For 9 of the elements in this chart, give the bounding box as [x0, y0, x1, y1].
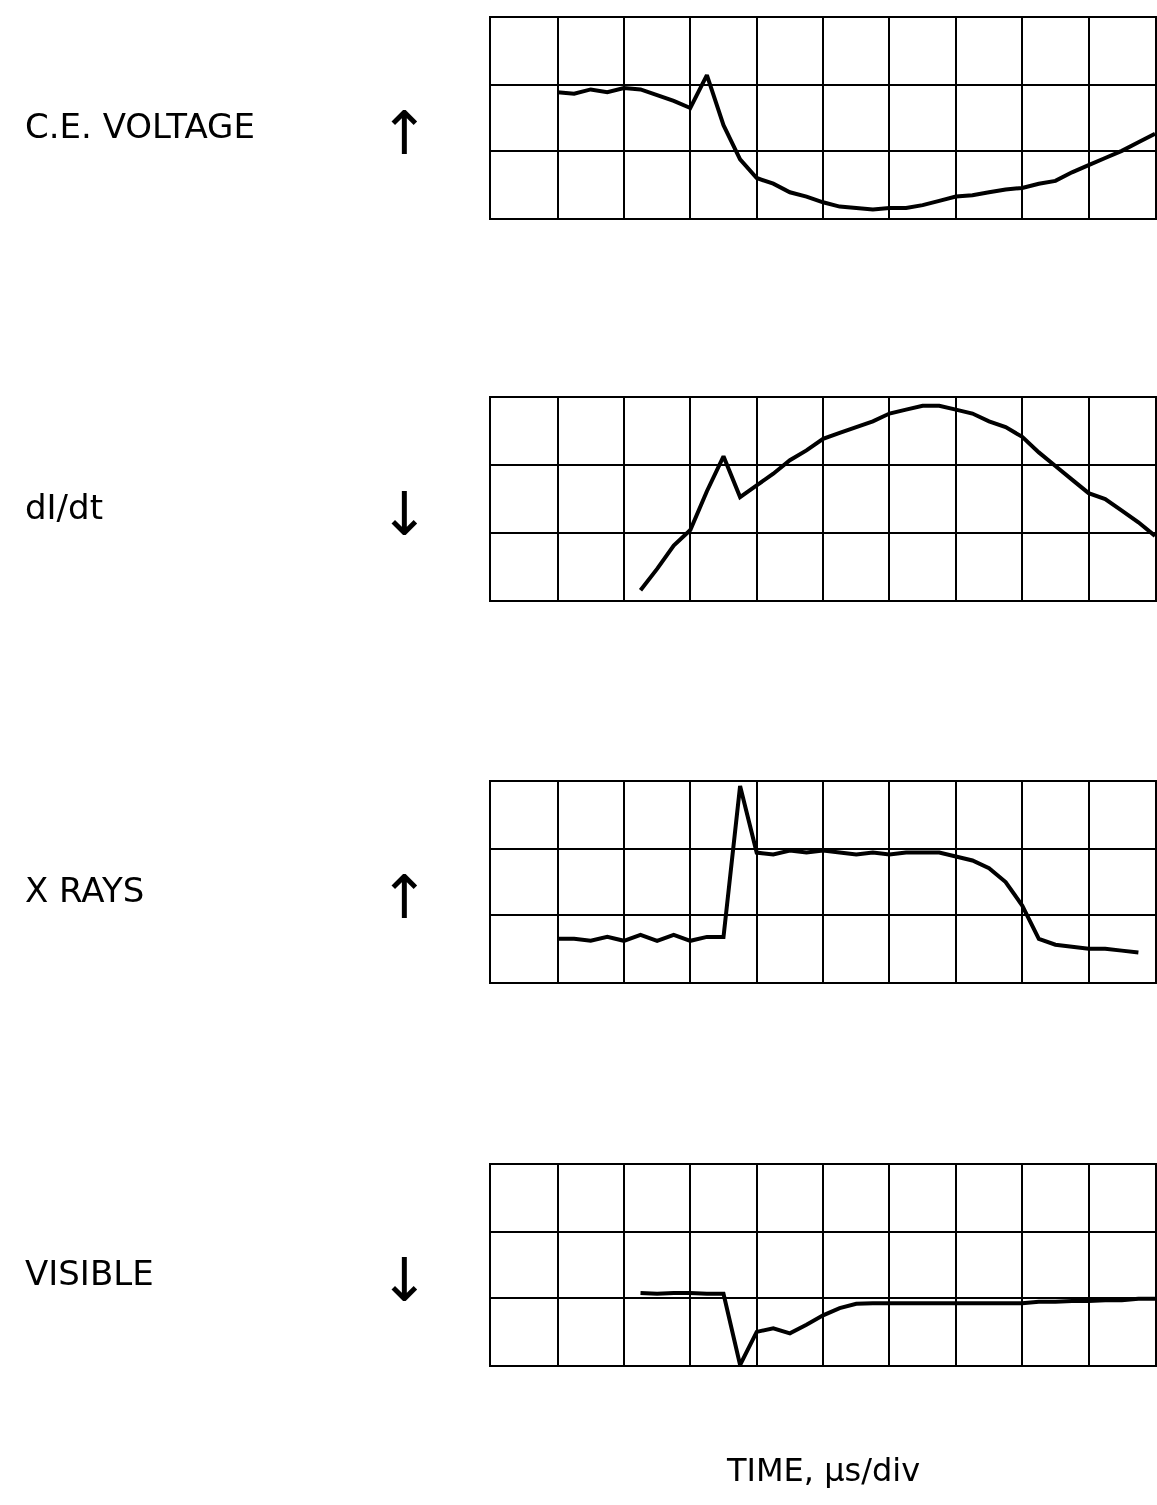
y-axis-title: VISIBLE: [25, 1253, 154, 1293]
text: ↓: [379, 1245, 430, 1315]
x-axis-title: TIME, μs/div: [726, 1451, 921, 1489]
y-axis-title: dI/dt: [25, 487, 103, 527]
y-axis-title: C.E. VOLTAGE: [25, 106, 255, 146]
y-axis-title: X RAYS: [25, 870, 145, 910]
text: ↓: [379, 479, 430, 549]
text: ↑: [379, 98, 430, 168]
text: ↑: [379, 862, 430, 932]
